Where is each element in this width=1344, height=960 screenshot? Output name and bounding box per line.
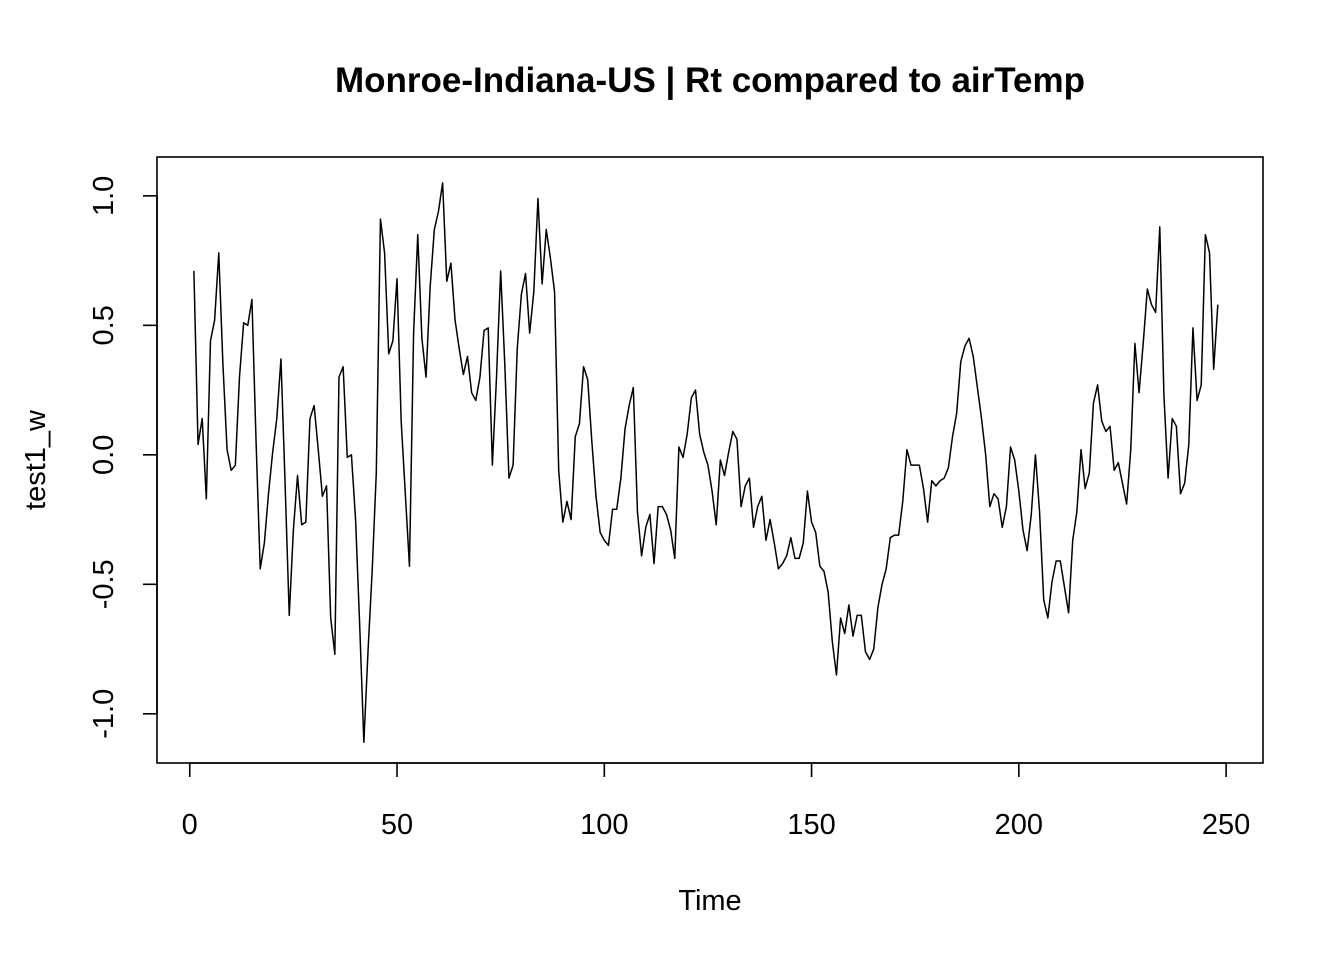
series-layer — [194, 183, 1218, 742]
x-axis: 0 50 100 150 200 250 — [182, 763, 1251, 841]
x-tick-label: 0 — [182, 809, 198, 841]
y-axis-label: test1_w — [20, 409, 52, 510]
x-tick-label: 200 — [995, 809, 1043, 841]
plot-area-frame — [157, 157, 1263, 763]
y-tick-label: 0.0 — [88, 435, 120, 475]
x-tick-label: 100 — [580, 809, 628, 841]
x-tick-label: 150 — [787, 809, 835, 841]
chart-title: Monroe-Indiana-US | Rt compared to airTe… — [335, 61, 1085, 100]
series-line-0 — [194, 183, 1218, 742]
x-tick-label: 50 — [381, 809, 413, 841]
y-tick-label: 0.5 — [88, 305, 120, 345]
y-tick-label: 1.0 — [88, 176, 120, 216]
y-axis: -1.0 -0.5 0.0 0.5 1.0 — [88, 176, 157, 739]
x-axis-label: Time — [678, 885, 741, 917]
y-tick-label: -1.0 — [88, 689, 120, 739]
x-tick-label: 250 — [1202, 809, 1250, 841]
y-tick-label: -0.5 — [88, 559, 120, 609]
